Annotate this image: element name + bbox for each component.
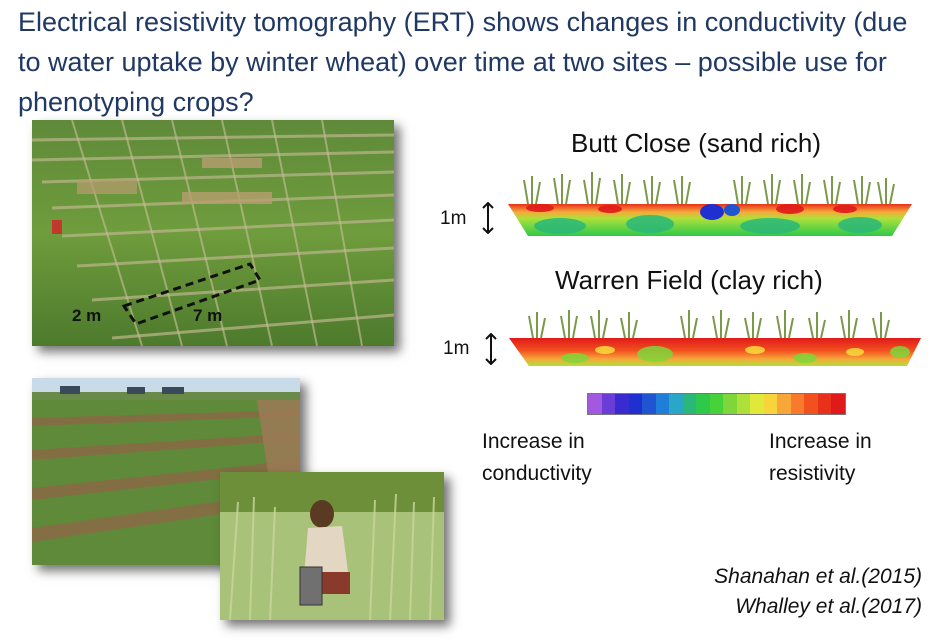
depth-scale-label: 1m <box>443 338 470 359</box>
legend-swatch <box>601 394 615 414</box>
legend-swatch <box>736 394 750 414</box>
double-arrow-icon <box>484 332 498 370</box>
ert-section-butt-close <box>500 168 920 240</box>
legend-swatch <box>723 394 737 414</box>
legend-swatch <box>642 394 656 414</box>
depth-scale-label: 1m <box>440 208 467 229</box>
legend-swatch <box>696 394 710 414</box>
double-arrow-icon <box>481 201 495 239</box>
legend-swatch <box>790 394 804 414</box>
legend-swatch <box>669 394 683 414</box>
length-label-2m: 2 m <box>72 306 102 325</box>
legend-swatch <box>777 394 791 414</box>
aerial-field-photo <box>32 120 394 346</box>
legend-swatch <box>615 394 629 414</box>
color-scale-legend <box>587 393 846 415</box>
wheat-measurement-photo <box>220 472 444 620</box>
legend-swatch <box>763 394 777 414</box>
legend-swatch <box>804 394 818 414</box>
legend-swatch <box>709 394 723 414</box>
legend-swatch <box>831 394 845 414</box>
slide-title: Electrical resistivity tomography (ERT) … <box>18 7 908 117</box>
legend-label-resistivity: Increase in resistivity <box>769 430 872 485</box>
citation-shanahan: Shanahan et al.(2015) <box>714 565 922 588</box>
legend-swatch <box>682 394 696 414</box>
ert-section-warren-field <box>505 306 925 370</box>
citation-whalley: Whalley et al.(2017) <box>735 595 922 618</box>
legend-swatch <box>628 394 642 414</box>
legend-swatch <box>655 394 669 414</box>
legend-label-conductivity: Increase in conductivity <box>482 430 592 485</box>
length-label-7m: 7 m <box>193 306 223 325</box>
legend-swatch <box>817 394 831 414</box>
site-title-warren-field: Warren Field (clay rich) <box>555 265 823 295</box>
legend-swatch <box>750 394 764 414</box>
legend-swatch <box>588 394 602 414</box>
site-title-butt-close: Butt Close (sand rich) <box>571 128 821 158</box>
